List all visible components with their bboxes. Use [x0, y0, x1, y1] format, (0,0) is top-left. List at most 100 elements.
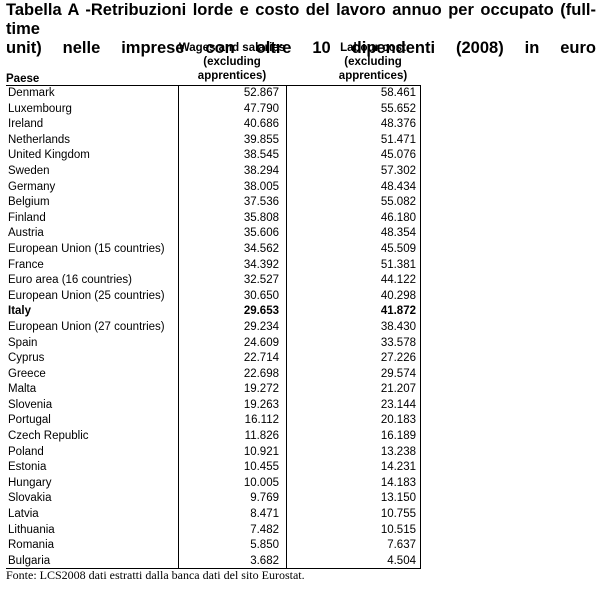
wages-cell: 34.562	[243, 242, 279, 255]
country-cell: Spain	[8, 336, 38, 349]
wages-cell: 5.850	[250, 539, 279, 552]
wages-cell: 35.808	[243, 211, 279, 224]
header-labour-line-1: Labour cost	[340, 42, 406, 54]
labour-cost-cell: 55.082	[380, 196, 416, 209]
header-rule	[6, 85, 421, 86]
labour-cost-cell: 27.226	[380, 352, 416, 365]
country-cell: Netherlands	[8, 133, 71, 146]
wages-cell: 30.650	[243, 289, 279, 302]
country-cell: Czech Republic	[8, 430, 89, 443]
country-cell: Greece	[8, 367, 46, 380]
header-wages-line-2: (excluding	[203, 56, 261, 68]
country-cell: Austria	[8, 227, 44, 240]
labour-cost-cell: 14.231	[380, 461, 416, 474]
column-divider-1	[178, 85, 179, 568]
wages-cell: 47.790	[243, 102, 279, 115]
wages-cell: 32.527	[243, 274, 279, 287]
table-row: European Union (15 countries) 34.562 45.50…	[6, 242, 421, 258]
labour-cost-cell: 10.755	[380, 508, 416, 521]
labour-cost-cell: 48.354	[380, 227, 416, 240]
country-cell: Lithuania	[8, 523, 55, 536]
source-note: Fonte: LCS2008 dati estratti dalla banca…	[6, 568, 305, 582]
country-cell: Slovenia	[8, 398, 53, 411]
header-country: Paese	[6, 73, 40, 85]
country-cell: Belgium	[8, 196, 50, 209]
column-divider-2	[286, 85, 287, 568]
wages-cell: 24.609	[243, 336, 279, 349]
country-cell: Sweden	[8, 164, 50, 177]
country-cell: Finland	[8, 211, 46, 224]
country-cell: Euro area (16 countries)	[8, 274, 133, 287]
labour-cost-cell: 21.207	[380, 383, 416, 396]
labour-cost-cell: 55.652	[380, 102, 416, 115]
wages-cell: 38.545	[243, 149, 279, 162]
country-cell: Latvia	[8, 508, 39, 521]
column-divider-3	[420, 85, 421, 568]
table-row: Bulgaria 3.682 4.504	[6, 554, 421, 570]
labour-cost-cell: 51.381	[380, 258, 416, 271]
table-row: Greece 22.698 29.574	[6, 367, 421, 383]
header-wages-line-3: apprentices)	[197, 70, 267, 82]
country-cell: Italy	[8, 305, 32, 318]
table-row: Portugal 16.112 20.183	[6, 413, 421, 429]
wages-cell: 11.826	[244, 430, 279, 443]
country-cell: Slovakia	[8, 492, 52, 505]
labour-cost-cell: 16.189	[380, 430, 416, 443]
header-labour: Labour cost (excluding apprentices)	[324, 41, 422, 83]
wages-cell: 22.698	[243, 367, 279, 380]
table-row: Germany 38.005 48.434	[6, 180, 421, 196]
wages-cell: 37.536	[243, 196, 279, 209]
wages-cell: 16.112	[244, 414, 279, 427]
page-title: Tabella A -Retribuzioni lorde e costo de…	[6, 1, 596, 58]
labour-cost-cell: 57.302	[380, 164, 416, 177]
country-cell: Portugal	[8, 414, 51, 427]
table-row: Slovakia 9.769 13.150	[6, 491, 421, 507]
labour-cost-cell: 13.150	[380, 492, 416, 505]
labour-cost-cell: 45.509	[380, 242, 416, 255]
table-row: Ireland 40.686 48.376	[6, 117, 421, 133]
labour-cost-cell: 13.238	[380, 445, 416, 458]
country-cell: European Union (27 countries)	[8, 320, 165, 333]
table-row: Spain 24.609 33.578	[6, 336, 421, 352]
table-row: Sweden 38.294 57.302	[6, 164, 421, 180]
labour-cost-cell: 41.872	[380, 305, 416, 318]
labour-cost-cell: 45.076	[380, 149, 416, 162]
labour-cost-cell: 23.144	[380, 398, 416, 411]
wages-cell: 10.005	[243, 476, 279, 489]
table-row: Romania 5.850 7.637	[6, 538, 421, 554]
bottom-rule	[6, 568, 421, 569]
header-wages-line-1: Wages and salaries	[178, 42, 286, 54]
data-table: Wages and salaries (excluding apprentice…	[6, 41, 422, 569]
country-cell: Ireland	[8, 118, 44, 131]
wages-cell: 19.263	[243, 398, 279, 411]
table-row: Austria 35.606 48.354	[6, 226, 421, 242]
title-line-1: Tabella A -Retribuzioni lorde e costo de…	[6, 1, 596, 38]
wages-cell: 39.855	[243, 133, 279, 146]
table-row: Lithuania 7.482 10.515	[6, 523, 421, 539]
labour-cost-cell: 44.122	[380, 274, 416, 287]
country-cell: European Union (15 countries)	[8, 242, 165, 255]
labour-cost-cell: 4.504	[387, 554, 416, 567]
labour-cost-cell: 40.298	[380, 289, 416, 302]
wages-cell: 29.653	[243, 305, 279, 318]
table-row: France 34.392 51.381	[6, 258, 421, 274]
wages-cell: 38.005	[243, 180, 279, 193]
table-row: United Kingdom 38.545 45.076	[6, 148, 421, 164]
table-row: Czech Republic 11.826 16.189	[6, 429, 421, 445]
country-cell: France	[8, 258, 44, 271]
wages-cell: 40.686	[243, 118, 279, 131]
labour-cost-cell: 51.471	[380, 133, 416, 146]
labour-cost-cell: 38.430	[380, 320, 416, 333]
labour-cost-cell: 14.183	[380, 476, 416, 489]
labour-cost-cell: 46.180	[380, 211, 416, 224]
labour-cost-cell: 48.434	[380, 180, 416, 193]
table-row: Finland 35.808 46.180	[6, 211, 421, 227]
wages-cell: 35.606	[243, 227, 279, 240]
country-cell: Luxembourg	[8, 102, 72, 115]
table-row: Slovenia 19.263 23.144	[6, 398, 421, 414]
wages-cell: 38.294	[243, 164, 279, 177]
table-row: Estonia 10.455 14.231	[6, 460, 421, 476]
labour-cost-cell: 48.376	[380, 118, 416, 131]
labour-cost-cell: 58.461	[380, 87, 416, 99]
table-row: Poland 10.921 13.238	[6, 445, 421, 461]
